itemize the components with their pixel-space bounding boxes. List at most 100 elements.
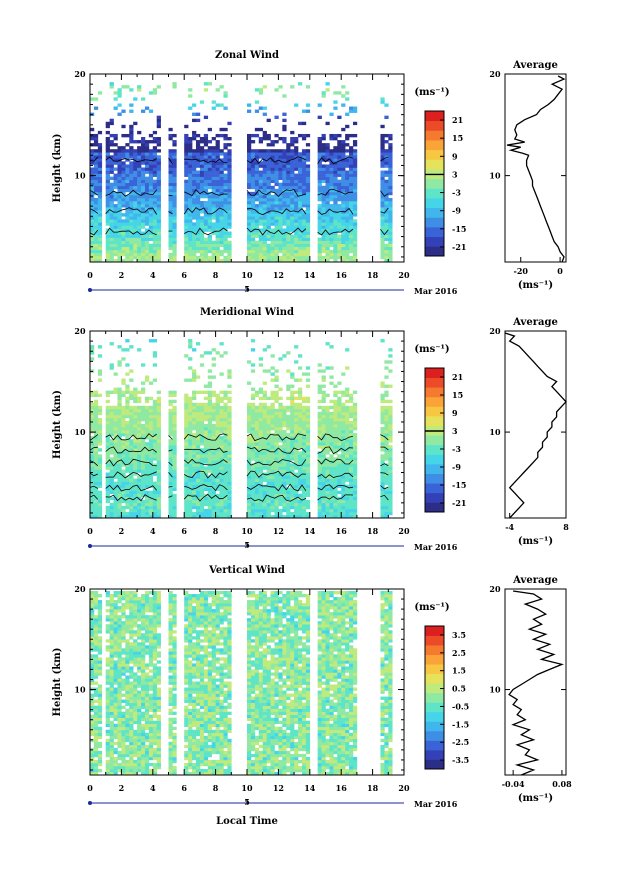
heatmap-cell bbox=[326, 216, 330, 219]
heatmap-cell bbox=[141, 155, 145, 158]
heatmap-cell bbox=[223, 421, 227, 424]
heatmap-cell bbox=[145, 457, 149, 460]
heatmap-cell bbox=[98, 219, 102, 222]
heatmap-cell bbox=[247, 213, 251, 216]
heatmap-cell bbox=[251, 247, 255, 250]
heatmap-cell bbox=[302, 174, 306, 177]
heatmap-cell bbox=[106, 451, 110, 454]
heatmap-cell bbox=[212, 442, 216, 445]
heatmap-cell bbox=[267, 424, 271, 427]
heatmap-cell bbox=[157, 189, 161, 192]
heatmap-cell bbox=[208, 491, 212, 494]
heatmap-cell bbox=[145, 216, 149, 219]
heatmap-cell bbox=[337, 427, 341, 430]
heatmap-cell bbox=[341, 161, 345, 164]
heatmap-cell bbox=[345, 439, 349, 442]
heatmap-cell bbox=[121, 241, 125, 244]
heatmap-cell bbox=[333, 149, 337, 152]
heatmap-cell bbox=[212, 183, 216, 186]
heatmap-cell bbox=[106, 137, 110, 140]
heatmap-cell bbox=[380, 213, 384, 216]
heatmap-cell bbox=[192, 439, 196, 442]
heatmap-cell bbox=[282, 466, 286, 469]
heatmap-cell bbox=[345, 158, 349, 161]
heatmap-cell bbox=[388, 497, 392, 500]
heatmap-cell bbox=[251, 454, 255, 457]
heatmap-cell bbox=[121, 391, 125, 394]
heatmap-cell bbox=[110, 186, 114, 189]
heatmap-cell bbox=[188, 164, 192, 167]
heatmap-cell bbox=[227, 500, 231, 503]
heatmap-cell bbox=[251, 476, 255, 479]
heatmap-cell bbox=[333, 385, 337, 388]
heatmap-cell bbox=[380, 412, 384, 415]
heatmap-cell bbox=[90, 241, 94, 244]
heatmap-cell bbox=[318, 241, 322, 244]
heatmap-cell bbox=[129, 424, 133, 427]
heatmap-cell bbox=[306, 180, 310, 183]
heatmap-cell bbox=[267, 222, 271, 225]
heatmap-cell bbox=[306, 219, 310, 222]
heatmap-cell bbox=[223, 91, 227, 94]
heatmap-cell bbox=[149, 201, 153, 204]
heatmap-cell bbox=[129, 235, 133, 238]
heatmap-cell bbox=[251, 167, 255, 170]
heatmap-cell bbox=[121, 394, 125, 397]
heatmap-cell bbox=[220, 152, 224, 155]
heatmap-cell bbox=[133, 177, 137, 180]
heatmap-cell bbox=[145, 469, 149, 472]
heatmap-cell bbox=[274, 415, 278, 418]
heatmap-cell bbox=[333, 158, 337, 161]
heatmap-cell bbox=[204, 445, 208, 448]
heatmap-cell bbox=[322, 219, 326, 222]
heatmap-cell bbox=[274, 250, 278, 253]
heatmap-cell bbox=[200, 442, 204, 445]
heatmap-cell bbox=[318, 222, 322, 225]
heatmap-cell bbox=[125, 445, 129, 448]
heatmap-cell bbox=[306, 412, 310, 415]
heatmap-cell bbox=[345, 180, 349, 183]
heatmap-cell bbox=[341, 186, 345, 189]
heatmap-cell bbox=[192, 463, 196, 466]
heatmap-cell bbox=[153, 238, 157, 241]
heatmap-cell bbox=[114, 222, 118, 225]
heatmap-cell bbox=[133, 400, 137, 403]
profile-x-label: (ms⁻¹) bbox=[518, 280, 553, 291]
heatmap-cell bbox=[384, 430, 388, 433]
heatmap-cell bbox=[255, 247, 259, 250]
heatmap-cell bbox=[306, 397, 310, 400]
heatmap-cell bbox=[353, 161, 357, 164]
heatmap-cell bbox=[98, 238, 102, 241]
heatmap-cell bbox=[184, 421, 188, 424]
heatmap-cell bbox=[290, 466, 294, 469]
heatmap-cell bbox=[157, 198, 161, 201]
heatmap-cell bbox=[94, 161, 98, 164]
heatmap-cell bbox=[114, 180, 118, 183]
heatmap-cell bbox=[133, 388, 137, 391]
heatmap-cell bbox=[141, 463, 145, 466]
heatmap-cell bbox=[114, 503, 118, 506]
heatmap-cell bbox=[278, 500, 282, 503]
heatmap-cell bbox=[384, 506, 388, 509]
heatmap-cell bbox=[216, 183, 220, 186]
heatmap-cell bbox=[204, 460, 208, 463]
heatmap-cell bbox=[114, 424, 118, 427]
heatmap-cell bbox=[196, 195, 200, 198]
heatmap-cell bbox=[247, 424, 251, 427]
heatmap-cell bbox=[306, 195, 310, 198]
heatmap-cell bbox=[322, 400, 326, 403]
heatmap-cell bbox=[184, 488, 188, 491]
heatmap-cell bbox=[290, 463, 294, 466]
heatmap-cell bbox=[212, 244, 216, 247]
heatmap-cell bbox=[208, 164, 212, 167]
heatmap-cell bbox=[90, 180, 94, 183]
heatmap-cell bbox=[294, 418, 298, 421]
heatmap-cell bbox=[200, 412, 204, 415]
heatmap-cell bbox=[345, 241, 349, 244]
heatmap-cell bbox=[227, 436, 231, 439]
heatmap-cell bbox=[388, 167, 392, 170]
heatmap-cell bbox=[157, 485, 161, 488]
heatmap-cell bbox=[212, 460, 216, 463]
heatmap-cell bbox=[227, 485, 231, 488]
heatmap-cell bbox=[290, 180, 294, 183]
